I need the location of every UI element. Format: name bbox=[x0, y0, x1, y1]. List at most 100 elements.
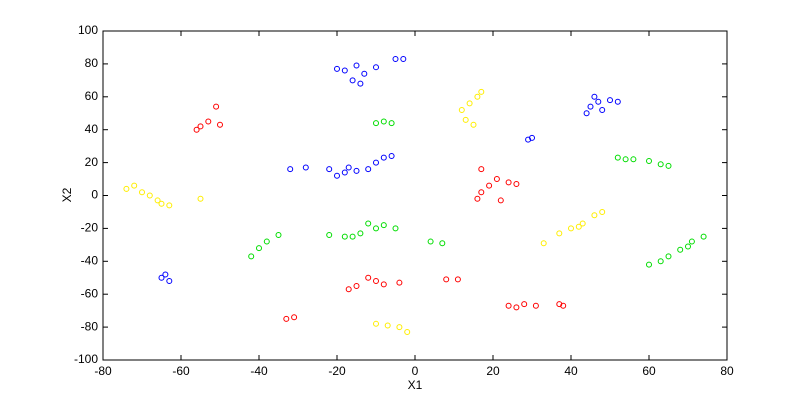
y-tick-label: 80 bbox=[85, 56, 99, 70]
point bbox=[665, 162, 672, 169]
y-tick-label: 0 bbox=[91, 188, 98, 202]
point bbox=[474, 93, 481, 100]
x-tick-label: -80 bbox=[94, 364, 112, 378]
point bbox=[599, 208, 606, 215]
point bbox=[685, 243, 691, 250]
point bbox=[291, 314, 298, 321]
point bbox=[384, 322, 391, 329]
point bbox=[373, 120, 379, 127]
y-axis-label: X2 bbox=[60, 187, 74, 202]
point bbox=[193, 126, 200, 133]
point bbox=[373, 278, 379, 285]
point bbox=[474, 195, 481, 202]
point bbox=[614, 98, 621, 105]
point bbox=[568, 225, 574, 232]
y-tick-label: -40 bbox=[81, 253, 99, 267]
point bbox=[462, 116, 469, 123]
point bbox=[388, 120, 395, 127]
point bbox=[326, 166, 333, 173]
point bbox=[404, 329, 411, 336]
point bbox=[595, 98, 602, 105]
point bbox=[505, 302, 512, 309]
point bbox=[529, 134, 535, 141]
point bbox=[380, 281, 387, 288]
point bbox=[556, 230, 563, 237]
point bbox=[353, 167, 360, 174]
point bbox=[349, 77, 356, 84]
point bbox=[205, 118, 212, 125]
point bbox=[388, 153, 395, 160]
point bbox=[532, 302, 539, 309]
point bbox=[579, 220, 586, 227]
point bbox=[146, 192, 153, 199]
x-tick-label: 0 bbox=[412, 364, 419, 378]
point bbox=[275, 231, 282, 238]
point bbox=[486, 182, 493, 189]
point bbox=[454, 276, 461, 283]
point bbox=[396, 279, 403, 286]
point bbox=[622, 156, 629, 163]
point bbox=[630, 156, 637, 163]
point bbox=[158, 200, 165, 207]
point bbox=[357, 80, 364, 87]
y-tick-label: -100 bbox=[74, 352, 98, 366]
point bbox=[373, 159, 379, 166]
point bbox=[166, 202, 173, 209]
point bbox=[365, 166, 372, 173]
point bbox=[334, 65, 340, 72]
point bbox=[392, 225, 399, 232]
x-tick-label: -60 bbox=[172, 364, 190, 378]
point bbox=[583, 110, 590, 117]
point bbox=[505, 179, 512, 186]
point bbox=[646, 157, 652, 164]
point bbox=[341, 169, 348, 176]
point bbox=[466, 100, 473, 107]
point bbox=[646, 261, 652, 268]
point bbox=[263, 238, 270, 245]
plot-area bbox=[102, 30, 728, 361]
point bbox=[373, 320, 379, 327]
point bbox=[400, 55, 407, 62]
point bbox=[396, 324, 403, 331]
point bbox=[591, 212, 598, 219]
point bbox=[373, 225, 379, 232]
point bbox=[380, 222, 387, 229]
point bbox=[521, 301, 528, 308]
point bbox=[365, 220, 372, 227]
point bbox=[614, 154, 621, 161]
point bbox=[365, 274, 372, 281]
point bbox=[478, 189, 485, 196]
point bbox=[392, 55, 399, 62]
point bbox=[380, 118, 387, 125]
y-tick-label: 20 bbox=[85, 155, 99, 169]
x-axis-label: X1 bbox=[408, 378, 423, 392]
y-tick-label: -80 bbox=[81, 319, 99, 333]
point bbox=[123, 185, 130, 192]
point bbox=[657, 258, 664, 265]
point bbox=[248, 253, 255, 260]
point bbox=[497, 197, 504, 204]
y-tick-label: -20 bbox=[81, 221, 99, 235]
point bbox=[575, 223, 582, 230]
x-tick-label: -20 bbox=[328, 364, 346, 378]
point bbox=[357, 230, 364, 237]
point bbox=[302, 164, 309, 171]
point bbox=[677, 246, 684, 253]
y-tick-label: 100 bbox=[78, 23, 98, 37]
point bbox=[158, 274, 165, 281]
point bbox=[287, 166, 294, 173]
y-tick-label: -60 bbox=[81, 286, 99, 300]
point bbox=[688, 238, 695, 245]
point bbox=[427, 238, 434, 245]
point bbox=[587, 103, 594, 110]
x-tick-label: -40 bbox=[250, 364, 268, 378]
y-tick-label: 40 bbox=[85, 122, 99, 136]
point bbox=[326, 231, 333, 238]
point bbox=[513, 304, 520, 311]
point bbox=[560, 302, 567, 309]
point bbox=[256, 245, 262, 252]
point bbox=[353, 62, 360, 69]
point bbox=[540, 240, 547, 247]
point bbox=[197, 195, 204, 202]
